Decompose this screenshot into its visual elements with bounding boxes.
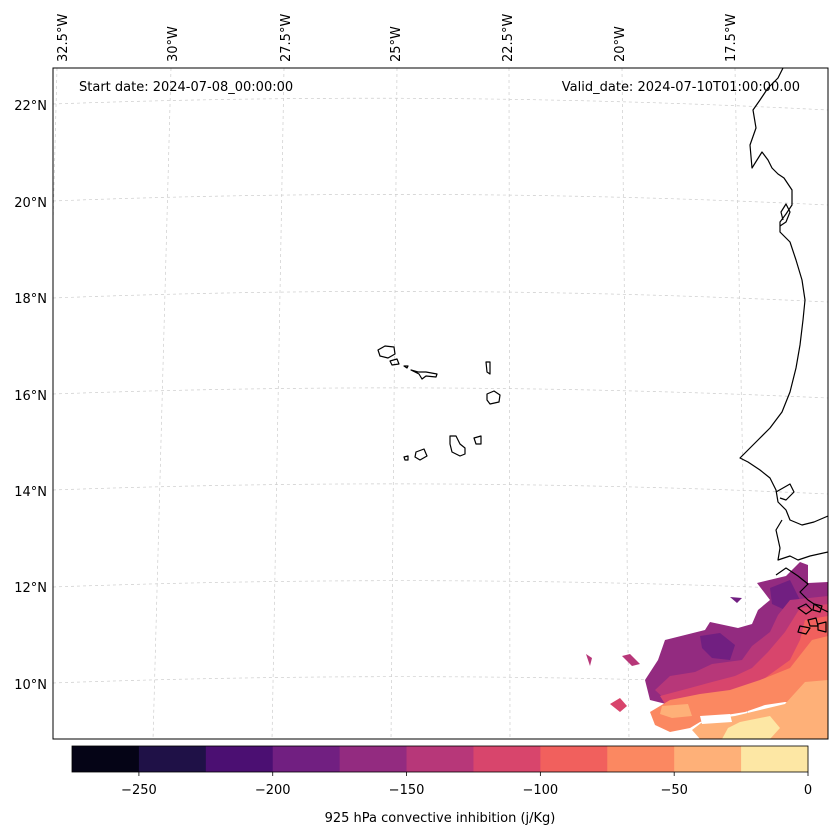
lat-label: 18°N [14,292,47,307]
cin-level-minus-25 [692,680,828,739]
parallel-22n [53,97,828,111]
island-santa-luzia [403,365,409,369]
colorbar-tick-label: −250 [121,783,157,798]
lat-label: 16°N [14,389,47,404]
map-frame [52,67,829,740]
lat-label: 22°N [14,99,47,114]
island-sal [485,361,491,375]
meridian-20w [621,68,630,739]
parallel-10n [53,676,828,687]
lat-label: 14°N [14,485,47,500]
cin-level-minus-175 [730,597,742,603]
coast-inlet [779,203,791,227]
cin-level-minus-100 [610,698,627,712]
cin-level-minus-125 [586,654,592,666]
parallel-12n [53,580,828,591]
lon-label: 25°W [389,26,404,62]
colorbar-swatch [674,746,742,772]
colorbar-label: 925 hPa convective inhibition (j/Kg) [325,811,556,826]
parallel-16n [53,387,828,399]
island-maio [473,435,482,445]
lon-label: 20°W [613,26,628,62]
colorbar: −250 −200 −150 −100 −50 0 925 hPa convec… [71,745,812,826]
coastlines [377,68,828,635]
cin-level-minus-25 [660,704,692,718]
colorbar-swatch [138,746,207,772]
lat-label: 12°N [14,581,47,596]
map-area [53,68,828,739]
colorbar-swatch [272,746,341,772]
colorbar-tick-labels: −250 −200 −150 −100 −50 0 [121,783,812,798]
guinea-bissau-coast [775,519,828,561]
latitude-labels: 22°N 20°N 18°N 16°N 14°N 12°N 10°N [14,99,47,693]
lon-label: 27.5°W [279,14,294,62]
meridian-27-5w [271,68,285,739]
cin-level-minus-50 [650,636,828,732]
island-fogo [414,448,428,461]
cin-level-0 [722,716,780,739]
lon-label: 32.5°W [56,14,71,62]
lon-label: 30°W [166,26,181,62]
lat-label: 20°N [14,196,47,211]
colorbar-swatch [339,746,408,772]
colorbar-tick-label: 0 [804,783,812,798]
colorbar-swatch [205,746,274,772]
gridlines [53,68,828,739]
colorbar-swatch [540,746,608,772]
colorbar-swatch [741,746,809,772]
island-boa-vista [486,390,501,405]
cin-level-minus-175 [700,633,735,660]
meridian-22-5w [508,68,511,739]
colorbar-tick-label: −150 [389,783,425,798]
colorbar-swatch [406,746,474,772]
cin-level-minus-125 [655,596,828,702]
valid-date-text: Valid_date: 2024-07-10T01:00:00.00 [562,80,800,95]
colorbar-frame [71,745,809,773]
island-santiago [449,435,466,457]
bijagos-islands [797,603,827,635]
cin-level-minus-125 [622,654,640,666]
guinea-coast [775,567,828,613]
coast-bay [775,483,795,501]
parallel-14n [53,483,828,495]
colorbar-swatches [72,746,809,772]
colorbar-swatch [72,746,140,772]
colorbar-tick-label: −200 [255,783,291,798]
colorbar-tick-label: −50 [660,783,687,798]
colorbar-ticks [138,772,809,776]
cin-hole [700,714,732,724]
start-date-text: Start date: 2024-07-08_00:00:00 [79,80,293,95]
colorbar-swatch [607,746,675,772]
longitude-labels: 32.5°W 30°W 27.5°W 25°W 22.5°W 20°W 17.5… [56,14,739,62]
island-sao-nicolau [410,369,438,380]
island-sao-vicente [389,358,400,366]
lon-label: 17.5°W [724,14,739,62]
lon-label: 22.5°W [501,14,516,62]
parallel-20n [53,194,828,206]
meridian-30w [152,68,172,739]
colorbar-tick-label: −100 [523,783,559,798]
parallel-18n [53,291,828,303]
africa-coastline [739,68,828,526]
lat-label: 10°N [14,678,47,693]
meridian-25w [390,68,398,739]
island-santo-antao [377,345,396,359]
colorbar-swatch [473,746,541,772]
island-brava [403,455,409,461]
